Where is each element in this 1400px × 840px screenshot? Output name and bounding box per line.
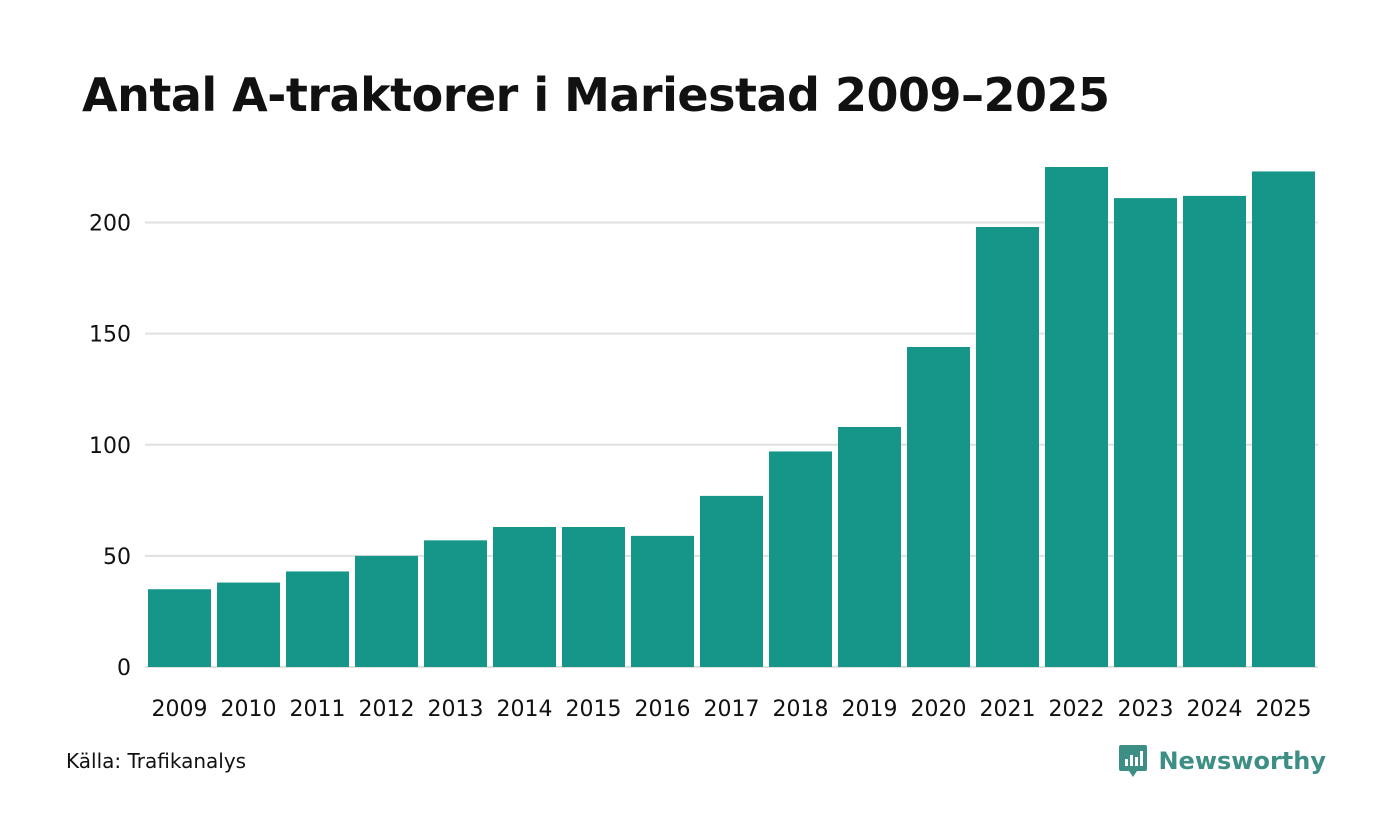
source-note: Källa: Trafikanalys [66, 749, 247, 773]
bar-2018 [769, 451, 832, 667]
bar-2013 [424, 540, 487, 667]
bar-2011 [286, 571, 349, 667]
bar-2010 [217, 582, 280, 667]
bar-2023 [1114, 198, 1177, 667]
y-tick-label: 100 [89, 434, 131, 459]
bar-2021 [976, 227, 1039, 667]
y-tick-label: 200 [89, 212, 131, 237]
x-tick-label: 2019 [842, 697, 898, 722]
x-tick-label: 2016 [635, 697, 691, 722]
x-tick-label: 2015 [566, 697, 622, 722]
x-tick-label: 2014 [497, 697, 553, 722]
newsworthy-logo-icon [1119, 745, 1148, 777]
bar-chart: 0 50 100 150 200 2009 2010 2011 2012 2013 2014 201… [89, 167, 1318, 722]
y-tick-label: 150 [89, 323, 131, 348]
bar-2016 [631, 535, 694, 667]
chart-title: Antal A-traktorer i Mariestad 2009–2025 [82, 68, 1110, 122]
bar-2024 [1183, 195, 1246, 667]
bar-2015 [562, 527, 625, 667]
y-tick-label: 0 [117, 656, 131, 681]
x-tick-label: 2010 [221, 697, 277, 722]
x-tick-label: 2023 [1118, 697, 1174, 722]
bar-2022 [1045, 167, 1108, 667]
x-axis-ticks: 2009 2010 2011 2012 2013 2014 2015 2016 2017 2018… [152, 697, 1312, 722]
bar-2012 [355, 555, 418, 667]
x-tick-label: 2025 [1256, 697, 1312, 722]
bar-2020 [907, 347, 970, 667]
bar-2014 [493, 527, 556, 667]
bar-2009 [148, 589, 211, 667]
bar-2025 [1252, 171, 1315, 667]
bar-2019 [838, 427, 901, 667]
x-tick-label: 2012 [359, 697, 415, 722]
newsworthy-logo: Newsworthy [1118, 744, 1326, 778]
brand-name: Newsworthy [1158, 747, 1326, 775]
bars [148, 167, 1315, 667]
x-tick-label: 2009 [152, 697, 208, 722]
x-tick-label: 2022 [1049, 697, 1105, 722]
x-tick-label: 2021 [980, 697, 1036, 722]
x-tick-label: 2020 [911, 697, 967, 722]
x-tick-label: 2017 [704, 697, 760, 722]
y-axis-ticks: 0 50 100 150 200 [89, 212, 131, 681]
x-tick-label: 2024 [1187, 697, 1243, 722]
bar-2017 [700, 495, 763, 667]
x-tick-label: 2013 [428, 697, 484, 722]
x-tick-label: 2011 [290, 697, 346, 722]
y-tick-label: 50 [103, 545, 131, 570]
x-tick-label: 2018 [773, 697, 829, 722]
